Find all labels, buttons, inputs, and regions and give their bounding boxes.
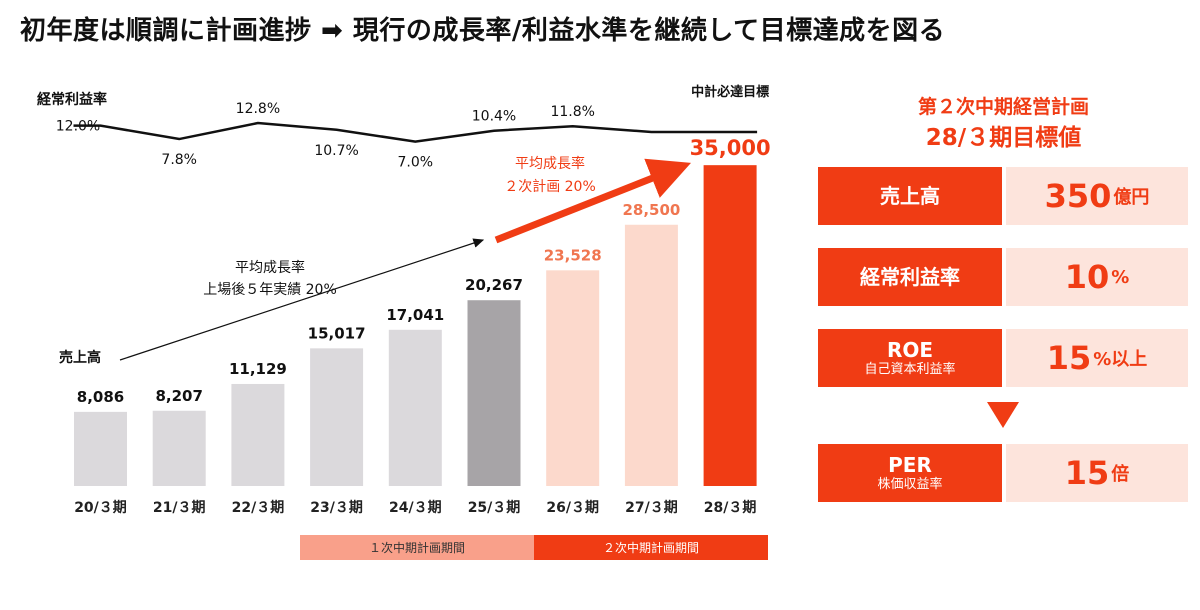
plan-growth-arrow — [494, 158, 692, 244]
category-label: 24/３期 — [389, 500, 442, 516]
bar — [310, 348, 364, 486]
kpi-unit: 倍 — [1111, 464, 1130, 485]
kpi-unit: % — [1111, 266, 1130, 288]
plan-growth-label: 平均成長率 — [515, 155, 585, 172]
kpi-label: ROE — [886, 338, 934, 362]
bar-value-label: 35,000 — [690, 136, 771, 160]
bar — [152, 410, 206, 486]
kpi-label-box: PER 株価収益率 — [818, 444, 1002, 502]
category-label: 20/３期 — [74, 500, 127, 516]
past-growth-arrow — [119, 238, 485, 361]
bar — [703, 165, 757, 486]
series-label-sales: 売上高 — [59, 349, 101, 366]
kpi-value-box: 15 %以上 — [1006, 329, 1188, 387]
bar — [388, 329, 442, 486]
bar-value-label: 15,017 — [308, 324, 366, 342]
kpi-label-box: 売上高 — [818, 167, 1002, 225]
margin-label: 12.0% — [56, 119, 100, 135]
target-label: 中計必達目標 — [691, 84, 769, 100]
past-growth-label: 上場後５年実績 20% — [203, 282, 337, 298]
period-label-1: １次中期計画期間 — [369, 540, 465, 555]
kpi-value-box: 10% — [1006, 248, 1188, 306]
bar — [74, 411, 127, 486]
period-band-1 — [300, 535, 534, 560]
bar-value-label: 8,086 — [77, 388, 124, 406]
down-arrow-icon — [987, 402, 1019, 428]
bar-value-label: 28,500 — [622, 201, 680, 219]
margin-label: 10.4% — [472, 109, 516, 125]
bar-value-label: 20,267 — [465, 276, 523, 294]
bar — [546, 270, 600, 486]
margin-label: 10.7% — [314, 143, 358, 159]
bar — [231, 383, 285, 486]
margin-series-label: 経常利益率 — [37, 91, 107, 108]
kpi-value-box: 350 億円 — [1006, 167, 1188, 225]
category-label: 27/３期 — [625, 500, 678, 516]
kpi-value-box: 15 倍 — [1006, 444, 1188, 502]
category-label: 22/３期 — [232, 500, 285, 516]
category-label: 21/３期 — [153, 500, 206, 516]
category-label: 28/３期 — [704, 500, 757, 516]
bars-layer: 8,086 20/３期 8,207 21/３期 11,129 22/３期 15,017 23/… — [74, 136, 771, 516]
bar-value-label: 11,129 — [229, 360, 287, 378]
margin-label: 7.8% — [161, 152, 197, 168]
kpi-label-box: ROE 自己資本利益率 — [818, 329, 1002, 387]
kpi-unit: 億円 — [1113, 187, 1150, 208]
kpi-row-per: PER 株価収益率 15 倍 — [818, 444, 1188, 502]
page-title: 初年度は順調に計画進捗 ➡ 現行の成長率/利益水準を継続して目標達成を図る — [20, 16, 946, 46]
margin-line-layer: 12.0% 7.8% 12.8% 10.7% 7.0% 10.4% 11.8% 経常利益率 — [37, 91, 758, 171]
past-growth-label: 平均成長率 — [235, 259, 305, 276]
kpi-row-sales: 売上高 350 億円 — [818, 167, 1188, 225]
bar — [467, 300, 521, 486]
kpi-label-box: 経常利益率 — [818, 248, 1002, 306]
kpi-value: 10 — [1064, 258, 1110, 296]
kpi-heading-line2: 28/３期目標値 — [925, 125, 1082, 151]
kpi-sublabel: 株価収益率 — [877, 477, 943, 492]
kpi-label: PER — [888, 453, 932, 477]
category-label: 25/３期 — [468, 500, 521, 516]
bar-value-label: 17,041 — [386, 306, 444, 324]
margin-label: 12.8% — [236, 101, 280, 117]
kpi-value: 15 — [1046, 339, 1092, 377]
plan-growth-label: ２次計画 20% — [504, 179, 596, 195]
kpi-label: 経常利益率 — [860, 265, 960, 289]
bar — [624, 224, 678, 486]
margin-label: 7.0% — [398, 155, 434, 171]
kpi-heading-line1: 第２次中期経営計画 — [917, 96, 1089, 118]
kpi-value: 15 — [1064, 454, 1110, 492]
category-label: 23/３期 — [310, 500, 363, 516]
period-band-2 — [534, 535, 768, 560]
kpi-value: 350 — [1044, 177, 1112, 215]
margin-label: 11.8% — [550, 104, 594, 120]
bar-value-label: 23,528 — [544, 246, 602, 264]
kpi-unit: %以上 — [1093, 349, 1148, 370]
kpi-label: 売上高 — [880, 184, 940, 208]
kpi-row-roe: ROE 自己資本利益率 15 %以上 — [818, 329, 1188, 387]
bar-value-label: 8,207 — [155, 387, 202, 405]
kpi-sublabel: 自己資本利益率 — [864, 362, 956, 377]
period-label-2: ２次中期計画期間 — [603, 540, 699, 555]
kpi-row-margin: 経常利益率 10% — [818, 248, 1188, 306]
category-label: 26/３期 — [546, 500, 599, 516]
sales-chart: 8,086 20/３期 8,207 21/３期 11,129 22/３期 15,017 23/… — [37, 84, 771, 560]
margin-line — [73, 121, 758, 143]
period-layer: １次中期計画期間 ２次中期計画期間 — [300, 535, 768, 560]
